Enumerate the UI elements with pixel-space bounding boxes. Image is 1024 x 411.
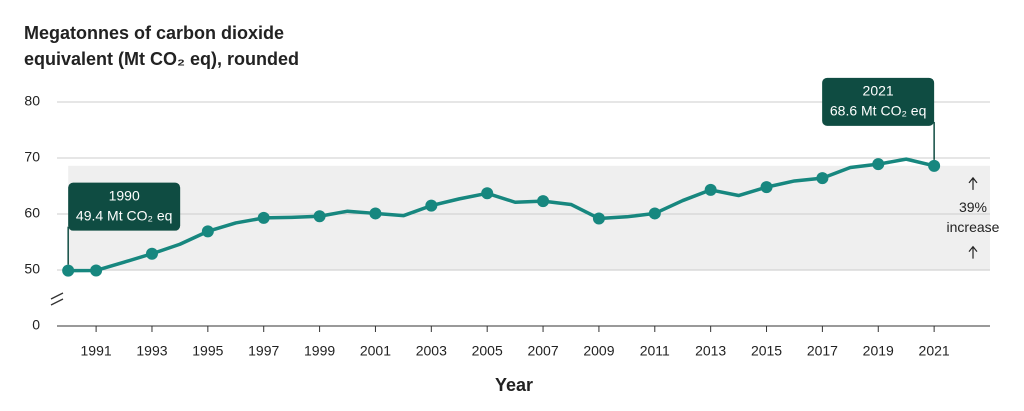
annotation-text: 2021 <box>863 83 894 99</box>
data-point <box>648 207 661 220</box>
x-tick-label: 1997 <box>248 343 279 359</box>
x-tick-label: 2015 <box>751 343 782 359</box>
x-tick-label: 2019 <box>863 343 894 359</box>
x-tick-label: 2005 <box>472 343 503 359</box>
x-tick-label: 2003 <box>416 343 447 359</box>
x-tick-label: 2007 <box>527 343 558 359</box>
x-tick-label: 2001 <box>360 343 391 359</box>
data-point <box>62 264 75 277</box>
annotation-box <box>68 182 181 231</box>
x-tick-label: 2011 <box>640 343 670 359</box>
y-tick-label: 70 <box>24 149 40 165</box>
data-point <box>481 187 494 200</box>
x-tick-label: 2009 <box>583 343 614 359</box>
change-label: 39% <box>959 199 987 215</box>
annotation-text: 68.6 Mt CO₂ eq <box>830 103 926 119</box>
x-tick-label: 2021 <box>919 343 950 359</box>
x-axis-title: Year <box>495 375 533 395</box>
x-tick-label: 1993 <box>136 343 167 359</box>
data-point <box>425 199 438 212</box>
data-point <box>872 158 885 171</box>
data-point <box>201 225 214 238</box>
annotation: 2021 68.6 Mt CO₂ eq <box>822 77 935 160</box>
data-point <box>257 211 270 224</box>
arrow <box>968 245 978 259</box>
chart-title: Megatonnes of carbon dioxide <box>24 23 284 43</box>
change-band <box>68 165 991 271</box>
axis-break <box>50 292 64 306</box>
x-tick-label: 1991 <box>81 343 112 359</box>
arrow <box>968 176 978 190</box>
y-tick-label: 0 <box>32 317 40 333</box>
x-tick-label: 1999 <box>304 343 335 359</box>
change-label: increase <box>947 219 1000 235</box>
x-tick-label: 2013 <box>695 343 726 359</box>
data-point <box>816 172 829 185</box>
data-point <box>369 207 382 220</box>
chart-title: equivalent (Mt CO₂ eq), rounded <box>24 49 299 69</box>
data-point <box>592 212 605 225</box>
data-point <box>928 159 941 172</box>
data-point <box>90 264 103 277</box>
data-point <box>313 210 326 223</box>
y-tick-label: 80 <box>24 93 40 109</box>
x-tick-label: 2017 <box>807 343 838 359</box>
annotation: 1990 49.4 Mt CO₂ eq <box>67 182 181 265</box>
annotation-box <box>822 77 935 126</box>
x-tick-label: 1995 <box>192 343 223 359</box>
data-point <box>704 183 717 196</box>
data-point <box>145 247 158 260</box>
annotation-text: 49.4 Mt CO₂ eq <box>76 207 172 223</box>
y-tick-label: 50 <box>24 261 40 277</box>
data-point <box>760 181 773 194</box>
annotation-text: 1990 <box>109 187 140 203</box>
y-tick-label: 60 <box>24 205 40 221</box>
data-point <box>537 195 550 208</box>
